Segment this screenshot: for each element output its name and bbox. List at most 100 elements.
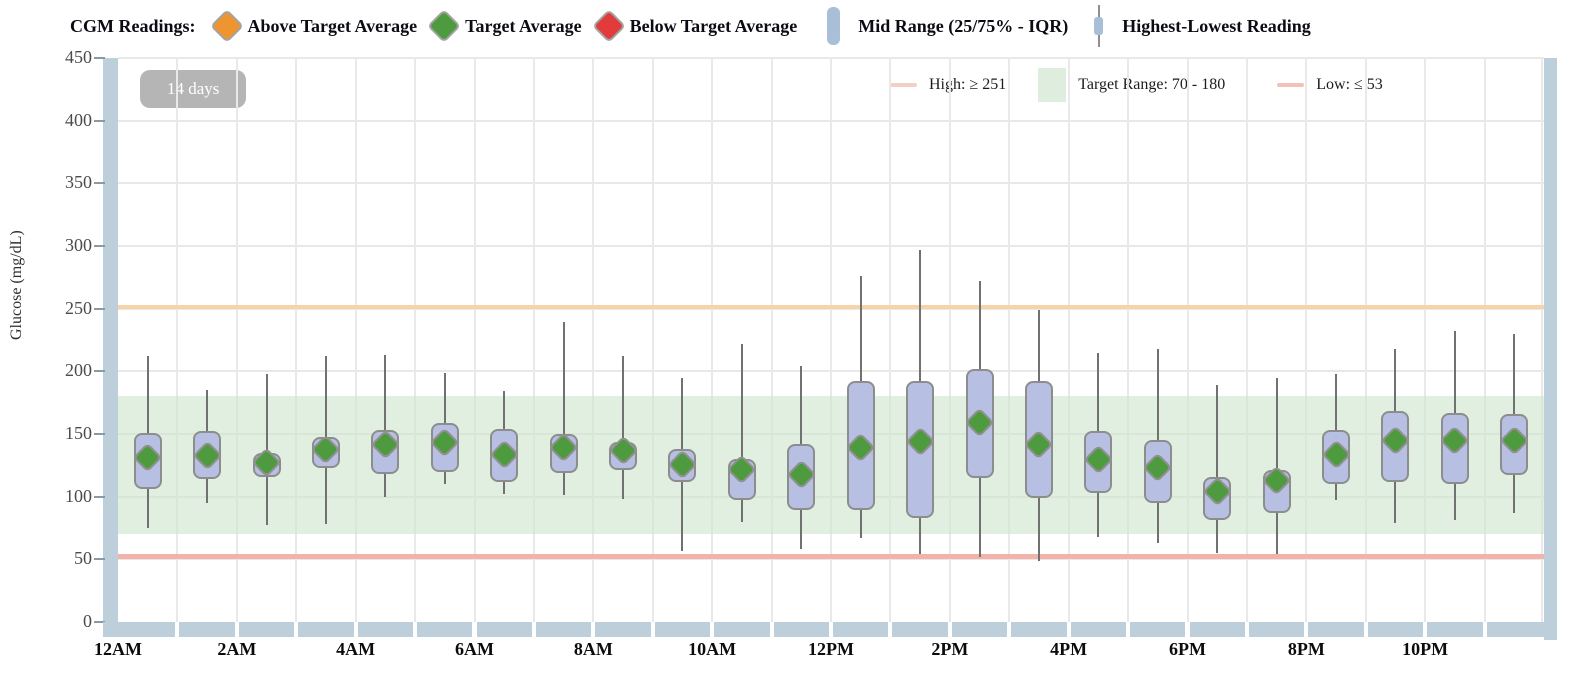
legend-item-above-target[interactable]: Above Target Average xyxy=(206,9,418,43)
v-gridline xyxy=(1424,58,1427,622)
x-axis-label-12AM: 12AM xyxy=(94,639,142,659)
x-axis-label-4AM: 4AM xyxy=(336,639,376,659)
x-axis-bar-segment xyxy=(417,622,473,637)
x-axis-bar-segment xyxy=(238,622,295,637)
days-badge[interactable]: 14 days xyxy=(140,70,247,108)
y-tick-label: 300 xyxy=(65,235,92,255)
v-gridline xyxy=(889,58,892,622)
v-gridline xyxy=(354,58,357,622)
v-gridline xyxy=(532,58,535,622)
y-tick-mark xyxy=(94,370,105,373)
legend-item-label: Target Average xyxy=(465,15,582,36)
y-axis-title: Glucose (mg/dL) xyxy=(8,230,25,340)
v-gridline xyxy=(1245,58,1248,622)
range-whisker-10AM[interactable] xyxy=(740,343,743,522)
x-axis-bar-segment xyxy=(1308,622,1364,637)
y-tick-mark xyxy=(94,57,105,59)
x-axis-label-4PM: 4PM xyxy=(1050,639,1088,659)
v-gridline xyxy=(770,58,773,622)
legend-item-label: Above Target Average xyxy=(247,15,418,36)
v-gridline xyxy=(651,58,654,622)
x-axis-bar-segment xyxy=(1367,622,1424,637)
v-gridline xyxy=(1186,58,1189,622)
target-range-label: Target Range: 70 - 180 xyxy=(1078,76,1226,93)
low-threshold-line xyxy=(118,553,1544,559)
x-axis-label-2AM: 2AM xyxy=(217,639,257,659)
y-tick-mark xyxy=(94,495,105,498)
x-axis-bar-segment xyxy=(595,622,651,637)
high-threshold-line-swatch xyxy=(890,83,917,87)
x-axis-label-2PM: 2PM xyxy=(931,639,969,659)
x-axis-label-10PM: 10PM xyxy=(1402,639,1449,659)
y-tick-mark xyxy=(94,307,105,310)
y-tick-label: 150 xyxy=(65,423,92,443)
v-gridline xyxy=(711,58,714,622)
y-tick-label: 400 xyxy=(65,109,92,130)
plot-area: 14 days High: ≥ 251 Target Range: 70 - 1… xyxy=(118,57,1544,622)
x-axis-bar-segment xyxy=(773,622,829,637)
y-tick-mark xyxy=(94,119,105,122)
target-range-swatch xyxy=(1038,68,1067,102)
x-axis-bar-segment xyxy=(951,622,1008,637)
below-target-diamond-icon xyxy=(591,9,626,43)
x-axis-bar-segment xyxy=(1070,622,1127,637)
highest-lowest-line-icon xyxy=(1094,5,1104,47)
range-whisker-7AM[interactable] xyxy=(562,322,565,496)
x-axis-label-10AM: 10AM xyxy=(688,639,737,659)
x-axis-label-6AM: 6AM xyxy=(455,639,494,659)
v-gridline xyxy=(830,58,832,622)
x-axis-bar-segment xyxy=(476,622,532,637)
x-axis-bar-segment xyxy=(1427,622,1483,637)
v-gridline xyxy=(235,58,238,622)
above-target-diamond-icon xyxy=(209,9,244,43)
x-axis-label-8AM: 8AM xyxy=(573,639,613,659)
legend-item-highest-lowest[interactable]: Highest-Lowest Reading xyxy=(1074,5,1311,47)
v-gridline xyxy=(1127,58,1130,622)
x-axis-bar-segment xyxy=(179,622,235,637)
y-tick-mark xyxy=(94,621,105,623)
x-axis-bar-segment xyxy=(298,622,354,637)
x-axis-bar-segment xyxy=(833,622,889,637)
v-gridline xyxy=(1364,58,1367,622)
y-tick-label: 200 xyxy=(65,360,92,381)
v-gridline xyxy=(592,58,595,622)
axis-border-left xyxy=(103,58,118,637)
v-gridline xyxy=(176,58,179,622)
v-gridline xyxy=(295,58,298,622)
x-axis-bar-segment xyxy=(1011,622,1067,637)
threshold-legend: High: ≥ 251 Target Range: 70 - 180 Low: … xyxy=(890,68,1383,102)
x-axis-bar-segment xyxy=(103,622,176,637)
y-tick-label: 250 xyxy=(65,297,92,318)
y-tick-label: 50 xyxy=(74,548,92,569)
y-tick-label: 0 xyxy=(83,611,92,631)
range-whisker-6PM[interactable] xyxy=(1216,385,1219,554)
legend-item-below-target[interactable]: Below Target Average xyxy=(588,9,798,43)
x-axis-bar-segment xyxy=(1130,622,1186,637)
target-range-band xyxy=(118,396,1544,535)
legend-item-label: Below Target Average xyxy=(629,15,798,36)
v-gridline xyxy=(414,58,417,622)
legend-item-target[interactable]: Target Average xyxy=(423,9,582,43)
low-threshold-line-swatch xyxy=(1277,83,1305,87)
x-axis-bar-segment xyxy=(1189,622,1245,637)
range-whisker-7PM[interactable] xyxy=(1275,377,1278,555)
range-whisker-4AM[interactable] xyxy=(384,355,387,497)
x-axis-bar-segment xyxy=(714,622,770,637)
axis-border-right xyxy=(1544,58,1557,640)
x-axis-bar-segment xyxy=(357,622,414,637)
x-axis-bar-segment xyxy=(535,622,592,637)
v-gridline xyxy=(473,58,476,622)
legend-item-mid-range[interactable]: Mid Range (25/75% - IQR) xyxy=(803,7,1068,45)
v-gridline xyxy=(1305,58,1308,622)
iqr-box-10PM[interactable] xyxy=(1440,412,1469,485)
x-axis-label-12PM: 12PM xyxy=(808,639,854,659)
y-tick-mark xyxy=(94,245,105,247)
mid-range-bar-icon xyxy=(827,7,841,45)
legend-item-label: Highest-Lowest Reading xyxy=(1122,15,1311,36)
range-whisker-8AM[interactable] xyxy=(622,356,625,500)
y-tick-label: 350 xyxy=(65,172,92,193)
x-axis-bar-segment xyxy=(1486,622,1544,637)
high-threshold-label: High: ≥ 251 xyxy=(929,76,1007,93)
x-axis-label-6PM: 6PM xyxy=(1169,639,1206,659)
